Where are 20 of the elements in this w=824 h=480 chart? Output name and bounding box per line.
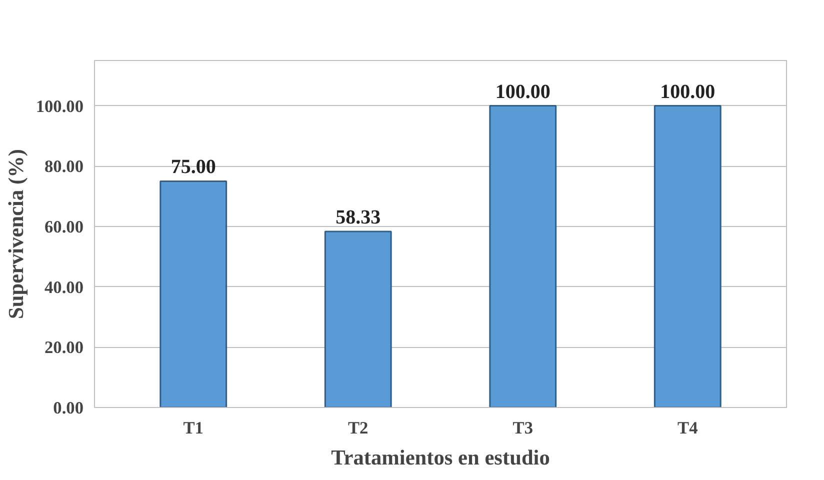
data-label: 75.00 (170, 156, 216, 178)
data-label: 100.00 (495, 80, 550, 103)
y-axis-title: Supervivencia (%) (4, 148, 28, 320)
x-tick-label: T3 (512, 418, 534, 438)
y-tick-label: 100.00 (36, 96, 84, 116)
data-label: 100.00 (660, 80, 716, 103)
bar (324, 230, 392, 408)
data-label: 58.33 (336, 206, 381, 228)
y-tick-label: 40.00 (44, 278, 84, 297)
x-axis-title: Tratamientos en estudio (331, 446, 550, 470)
x-tick-label: T4 (678, 418, 698, 438)
y-tick-label: 0.00 (53, 398, 84, 418)
x-tick-label: T2 (348, 418, 368, 438)
bar (489, 105, 557, 408)
x-tick-label: T1 (183, 418, 204, 438)
y-tick-label: 80.00 (44, 157, 84, 176)
bar (160, 180, 228, 408)
bar (654, 105, 722, 408)
y-tick-label: 20.00 (44, 338, 84, 358)
y-tick-label: 60.00 (44, 217, 84, 236)
